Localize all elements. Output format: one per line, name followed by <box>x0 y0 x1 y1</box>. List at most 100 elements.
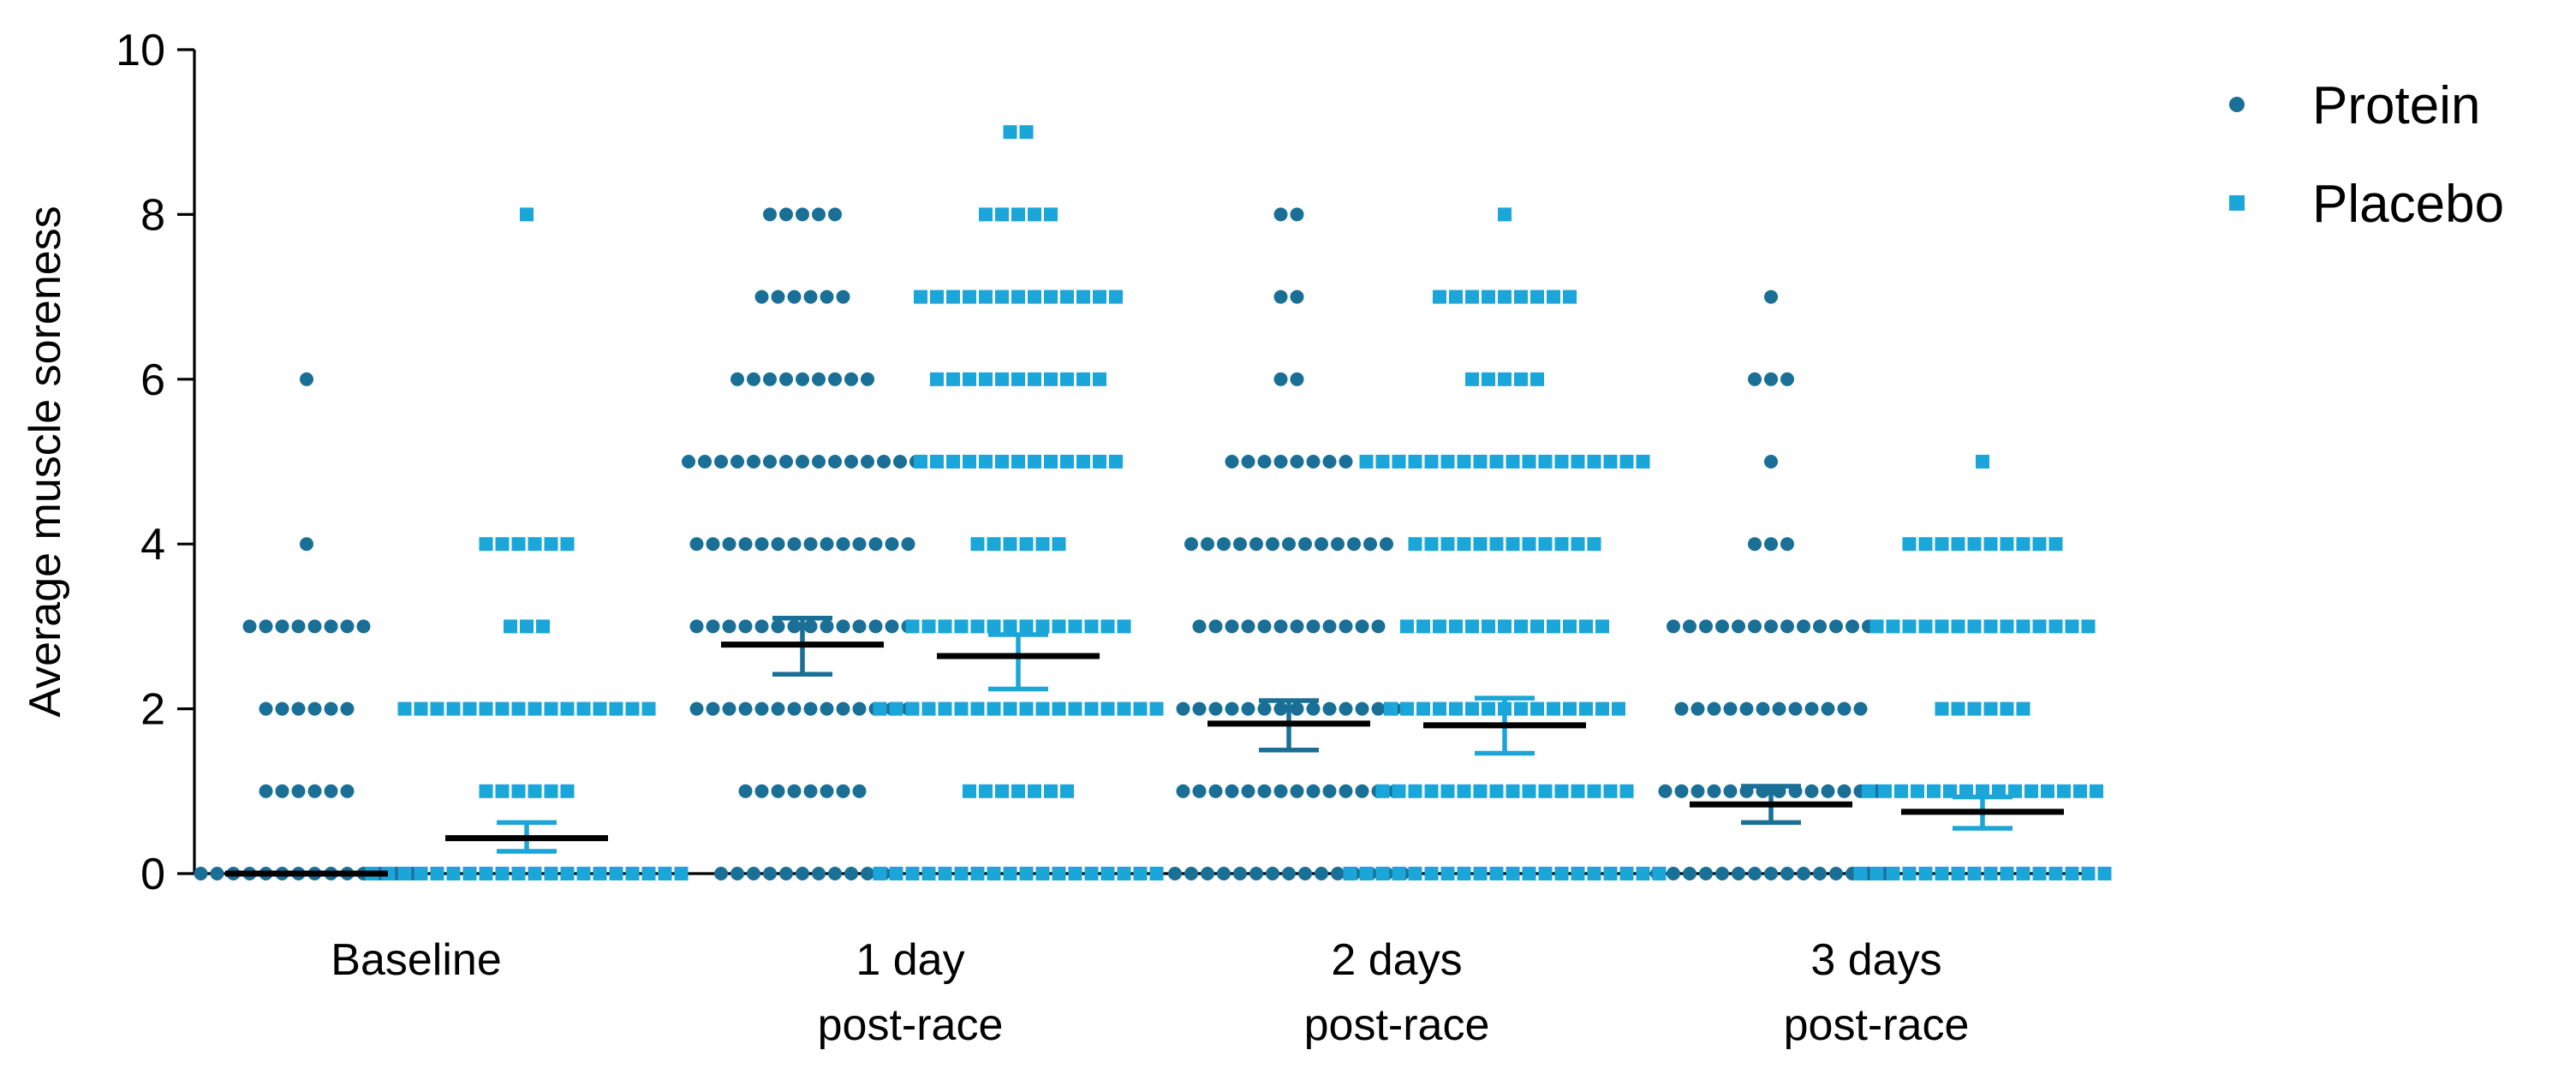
y-axis-label: Average muscle soreness <box>21 206 70 717</box>
protein-point <box>689 701 704 716</box>
protein-point <box>1355 701 1369 716</box>
placebo-point <box>2065 619 2079 634</box>
placebo-point <box>2000 701 2014 716</box>
placebo-point <box>1093 289 1106 304</box>
placebo-point <box>2016 867 2030 880</box>
placebo-point <box>1587 537 1601 552</box>
placebo-point <box>1060 372 1074 386</box>
placebo-point <box>1408 455 1422 468</box>
protein-point <box>796 455 809 468</box>
protein-point <box>1306 619 1321 634</box>
placebo-point <box>921 619 936 634</box>
placebo-point <box>625 867 640 880</box>
placebo-point <box>889 701 903 716</box>
placebo-point <box>954 867 969 880</box>
placebo-point <box>1603 455 1618 468</box>
placebo-point <box>1044 784 1058 798</box>
placebo-point <box>1853 867 1868 880</box>
placebo-point <box>946 372 960 386</box>
placebo-point <box>1068 867 1082 880</box>
placebo-point <box>1003 619 1017 634</box>
protein-point <box>771 289 785 304</box>
placebo-point <box>987 537 1001 552</box>
protein-point <box>1282 867 1296 880</box>
protein-point <box>787 701 802 716</box>
protein-point <box>1690 784 1705 798</box>
protein-point <box>787 619 802 634</box>
placebo-point <box>1019 619 1034 634</box>
protein-point <box>1690 701 1705 716</box>
placebo-point <box>1506 455 1520 468</box>
protein-point <box>844 372 858 386</box>
protein-point <box>1257 784 1272 798</box>
placebo-point <box>1918 619 1933 634</box>
legend-protein-label: Protein <box>2312 76 2480 135</box>
placebo-point <box>1522 537 1536 552</box>
placebo-point <box>963 372 976 386</box>
protein-point <box>1355 784 1369 798</box>
placebo-point <box>938 867 952 880</box>
placebo-point <box>381 867 396 880</box>
protein-point <box>1667 619 1680 634</box>
placebo-point <box>1440 784 1455 798</box>
placebo-point <box>1489 455 1504 468</box>
protein-point <box>259 784 273 798</box>
legend-placebo-marker <box>2229 195 2245 211</box>
placebo-point <box>1416 701 1430 716</box>
placebo-point <box>1011 784 1025 798</box>
placebo-point <box>397 867 412 880</box>
placebo-point <box>495 784 510 798</box>
placebo-point <box>495 701 510 716</box>
protein-point <box>836 784 850 798</box>
placebo-point <box>889 867 903 880</box>
protein-point <box>1273 289 1288 304</box>
placebo-point <box>1498 289 1512 304</box>
protein-point <box>194 867 208 880</box>
protein-point <box>1748 619 1762 634</box>
placebo-point <box>1603 867 1618 880</box>
protein-point <box>779 207 793 222</box>
protein-point <box>1683 619 1696 634</box>
placebo-point <box>2000 619 2014 634</box>
protein-point <box>1192 619 1207 634</box>
placebo-point <box>1052 701 1066 716</box>
placebo-point <box>1424 455 1439 468</box>
y-tick-label: 2 <box>140 685 165 735</box>
placebo-point <box>1003 701 1017 716</box>
placebo-point <box>1011 207 1025 222</box>
placebo-point <box>1482 289 1495 304</box>
protein-point <box>787 537 802 552</box>
protein-point <box>1339 784 1353 798</box>
placebo-point <box>479 784 493 798</box>
placebo-point <box>995 372 1009 386</box>
placebo-point <box>1465 289 1479 304</box>
placebo-point <box>2000 537 2014 552</box>
placebo-point <box>1514 372 1528 386</box>
protein-point <box>1273 455 1288 468</box>
protein-point <box>1273 619 1288 634</box>
placebo-point <box>1052 619 1066 634</box>
placebo-point <box>946 455 960 468</box>
placebo-point <box>2032 619 2047 634</box>
protein-point <box>291 619 306 634</box>
protein-point <box>771 619 785 634</box>
protein-point <box>820 289 834 304</box>
placebo-point <box>954 619 969 634</box>
placebo-point <box>1449 619 1463 634</box>
protein-point <box>852 537 867 552</box>
placebo-point <box>1935 867 1949 880</box>
protein-point <box>803 784 818 798</box>
placebo-point <box>625 701 640 716</box>
protein-point <box>1715 867 1729 880</box>
placebo-point <box>1117 619 1131 634</box>
x-category-label: 2 days <box>1331 935 1462 985</box>
placebo-point <box>528 867 542 880</box>
x-category-label: Baseline <box>331 935 501 985</box>
protein-point <box>787 784 802 798</box>
protein-point <box>1780 372 1794 386</box>
protein-point <box>1249 537 1263 552</box>
y-ticks: 0 2 4 6 8 10 <box>116 26 194 899</box>
placebo-point <box>2032 867 2047 880</box>
protein-point <box>1788 701 1803 716</box>
placebo-point <box>1400 619 1414 634</box>
